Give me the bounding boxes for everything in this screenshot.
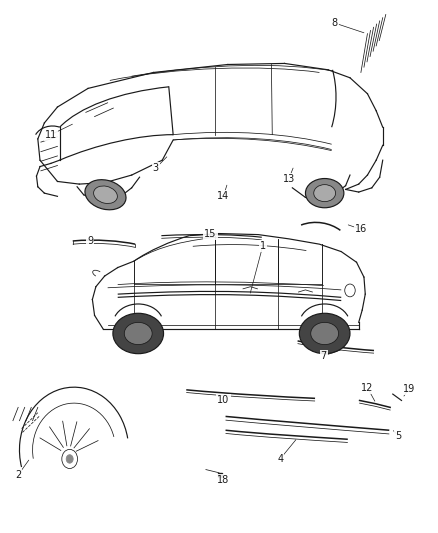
Text: 5: 5 <box>395 431 401 441</box>
Text: 12: 12 <box>361 383 374 393</box>
Text: 16: 16 <box>355 224 367 235</box>
Ellipse shape <box>314 184 336 201</box>
Ellipse shape <box>299 313 350 354</box>
Ellipse shape <box>305 179 344 208</box>
Text: 14: 14 <box>217 191 230 201</box>
Text: 18: 18 <box>217 475 230 485</box>
Ellipse shape <box>311 322 339 345</box>
Ellipse shape <box>113 313 163 354</box>
Ellipse shape <box>124 322 152 345</box>
Text: 7: 7 <box>321 351 327 361</box>
Circle shape <box>66 455 73 463</box>
Text: 1: 1 <box>260 241 266 251</box>
Text: 15: 15 <box>204 229 216 239</box>
Text: 4: 4 <box>277 454 283 464</box>
Text: 3: 3 <box>152 163 159 173</box>
Text: 8: 8 <box>332 18 338 28</box>
Ellipse shape <box>94 186 117 204</box>
Text: 11: 11 <box>45 130 57 140</box>
Ellipse shape <box>85 180 126 210</box>
Text: 2: 2 <box>15 470 21 480</box>
Text: 10: 10 <box>217 395 230 406</box>
Text: 19: 19 <box>403 384 415 394</box>
Text: 9: 9 <box>87 236 93 246</box>
Text: 13: 13 <box>283 174 295 184</box>
